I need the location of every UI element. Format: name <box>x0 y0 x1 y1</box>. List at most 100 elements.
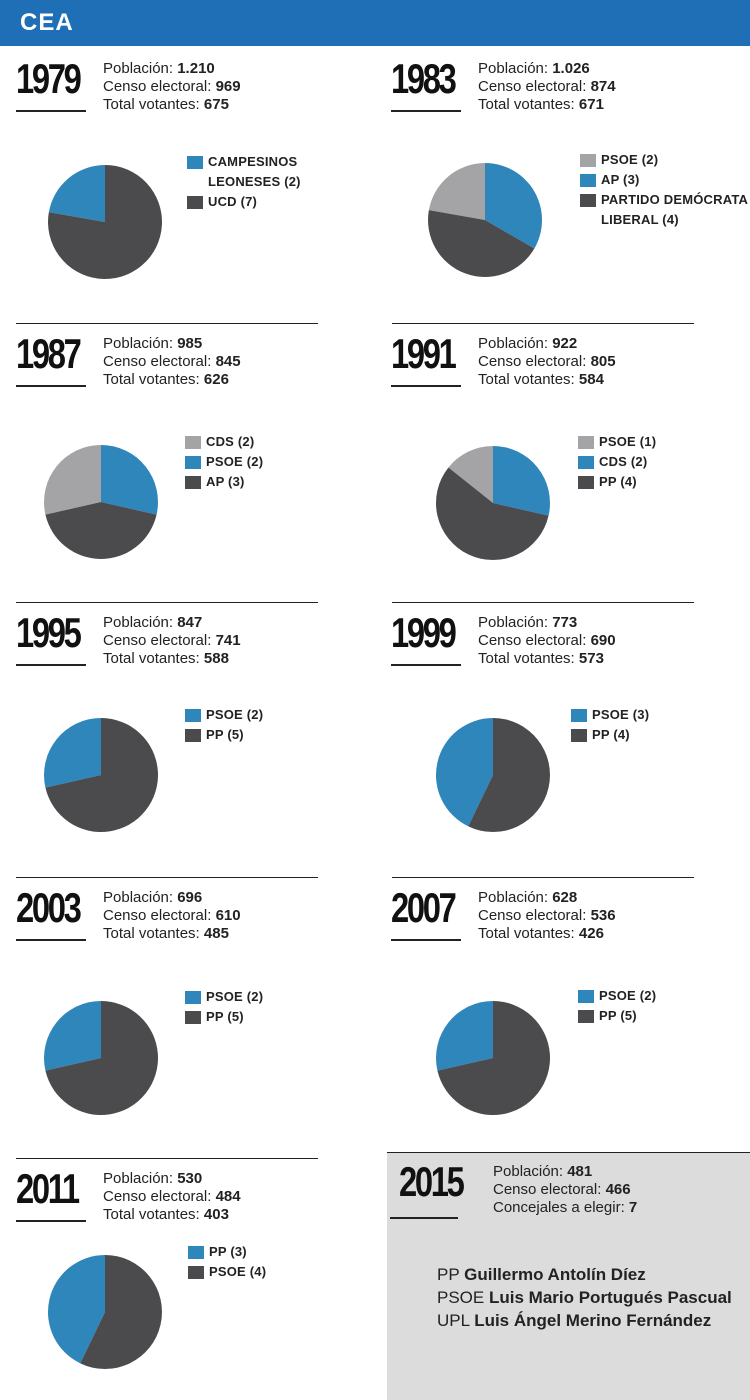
pie-chart <box>44 445 158 559</box>
year-underline <box>391 110 461 112</box>
legend-label: PP (5) <box>599 1008 637 1023</box>
panel-2003: 2003 Población: 696 Censo electoral: 610 To… <box>0 869 375 1139</box>
stat-concejales: Concejales a elegir: 7 <box>493 1199 638 1216</box>
legend-label: PSOE (2) <box>206 707 264 722</box>
legend-item: UCD (7) <box>187 192 368 212</box>
page-title: CEA <box>20 9 74 36</box>
pie-slice <box>435 718 493 827</box>
legend-item: PP (5) <box>185 1007 263 1027</box>
stat-censo: Censo electoral: 969 <box>103 78 241 96</box>
stat-votantes: Total votantes: 584 <box>478 371 616 389</box>
pie-chart <box>44 718 159 832</box>
stat-value: 626 <box>203 371 229 388</box>
stat-label: Población: <box>478 614 553 631</box>
panel-divider <box>16 323 318 324</box>
pie-slice <box>45 502 157 559</box>
stat-value: 426 <box>578 925 604 942</box>
legend-item: AP (3) <box>185 472 263 492</box>
legend: PSOE (2) PP (5) <box>578 986 656 1026</box>
legend-item: PSOE (2) <box>580 150 750 170</box>
legend-swatch <box>578 476 594 489</box>
panel-divider <box>392 877 694 878</box>
pie-slice <box>44 445 101 515</box>
legend-item: PP (3) <box>188 1242 266 1262</box>
stat-value: 741 <box>215 632 241 649</box>
pie-slice <box>45 718 159 832</box>
legend-item: PP (4) <box>578 472 656 492</box>
stat-votantes: Total votantes: 573 <box>478 650 616 668</box>
legend-item: PP (5) <box>578 1006 656 1026</box>
stat-label: Censo electoral: <box>103 353 216 370</box>
stat-poblacion: Población: 922 <box>478 335 616 353</box>
year-underline <box>16 939 86 941</box>
legend-label: CAMPESINOS LEONESES (2) <box>208 154 301 189</box>
year-label: 2011 <box>16 1165 80 1212</box>
stat-label: Censo electoral: <box>478 78 591 95</box>
year-underline <box>16 385 86 387</box>
legend-item: PSOE (2) <box>185 987 263 1007</box>
legend-label: PP (4) <box>592 727 630 742</box>
legend: PSOE (2) AP (3) PARTIDO DEMÓCRATA LIBERAL … <box>580 150 750 230</box>
panel-1991: 1991 Población: 922 Censo electoral: 805 To… <box>375 315 750 585</box>
stats-block: Población: 773 Censo electoral: 690 Total … <box>478 614 616 668</box>
stat-poblacion: Población: 1.026 <box>478 60 616 78</box>
legend-label: PSOE (4) <box>209 1264 267 1279</box>
legend-label: PP (5) <box>206 727 244 742</box>
year-underline <box>391 385 461 387</box>
stat-value: 675 <box>203 96 229 113</box>
legend-swatch <box>188 1266 204 1279</box>
legend-item: PP (5) <box>185 725 263 745</box>
pie-slice <box>45 1001 159 1115</box>
stats-block: Población: 696 Censo electoral: 610 Total … <box>103 889 241 943</box>
stat-label: Censo electoral: <box>103 907 216 924</box>
stats-block: Población: 922 Censo electoral: 805 Total … <box>478 335 616 389</box>
stat-value: 485 <box>203 925 229 942</box>
stat-value: 969 <box>215 78 241 95</box>
stat-value: 847 <box>177 614 203 631</box>
stat-votantes: Total votantes: 626 <box>103 371 241 389</box>
pie-slice <box>468 718 550 832</box>
legend: CDS (2) PSOE (2) AP (3) <box>185 432 263 492</box>
pie-chart <box>436 1001 551 1115</box>
stat-value: 584 <box>578 371 604 388</box>
stat-votantes: Total votantes: 485 <box>103 925 241 943</box>
legend-item: PSOE (4) <box>188 1262 266 1282</box>
candidate-row: PP Guillermo Antolín Díez <box>437 1265 646 1284</box>
stat-value: 588 <box>203 650 229 667</box>
stat-label: Total votantes: <box>103 1206 204 1223</box>
legend-item: PSOE (2) <box>578 986 656 1006</box>
legend-item: CDS (2) <box>578 452 656 472</box>
legend: PSOE (2) PP (5) <box>185 705 263 745</box>
panel-1987: 1987 Población: 985 Censo electoral: 845 To… <box>0 315 375 585</box>
legend-label: PARTIDO DEMÓCRATA LIBERAL (4) <box>601 192 748 227</box>
legend-swatch <box>578 456 594 469</box>
stat-label: Población: <box>478 60 553 77</box>
stat-value: 1.210 <box>177 60 215 77</box>
legend-label: CDS (2) <box>599 454 648 469</box>
stat-value: 805 <box>590 353 616 370</box>
legend: CAMPESINOS LEONESES (2) UCD (7) <box>187 152 368 212</box>
legend-item: PSOE (1) <box>578 432 656 452</box>
stat-label: Censo electoral: <box>103 78 216 95</box>
legend-swatch <box>580 154 596 167</box>
panel-1995: 1995 Población: 847 Censo electoral: 741 To… <box>0 594 375 864</box>
panel-1983: 1983 Población: 1.026 Censo electoral: 874… <box>375 54 750 324</box>
legend-swatch <box>187 196 203 209</box>
stats-block: Población: 1.210 Censo electoral: 969 Tota… <box>103 60 241 114</box>
pie-slice <box>101 445 158 515</box>
pie-slice <box>435 467 549 561</box>
legend-label: AP (3) <box>601 172 640 187</box>
pie-chart <box>435 446 550 561</box>
pie-slice <box>80 1255 162 1369</box>
stat-censo: Censo electoral: 805 <box>478 353 616 371</box>
stat-label: Total votantes: <box>103 650 204 667</box>
legend-item: PSOE (2) <box>185 705 263 725</box>
legend-swatch <box>185 436 201 449</box>
stat-poblacion: Población: 628 <box>478 889 616 907</box>
stats-block: Población: 530 Censo electoral: 484 Total … <box>103 1170 241 1224</box>
panel-2007: 2007 Población: 628 Censo electoral: 536 To… <box>375 869 750 1139</box>
legend-swatch <box>185 1011 201 1024</box>
stat-censo: Censo electoral: 484 <box>103 1188 241 1206</box>
panel-2015: 2015 Población: 481 Censo electoral: 466… <box>387 1152 750 1400</box>
stat-label: Población: <box>103 889 178 906</box>
